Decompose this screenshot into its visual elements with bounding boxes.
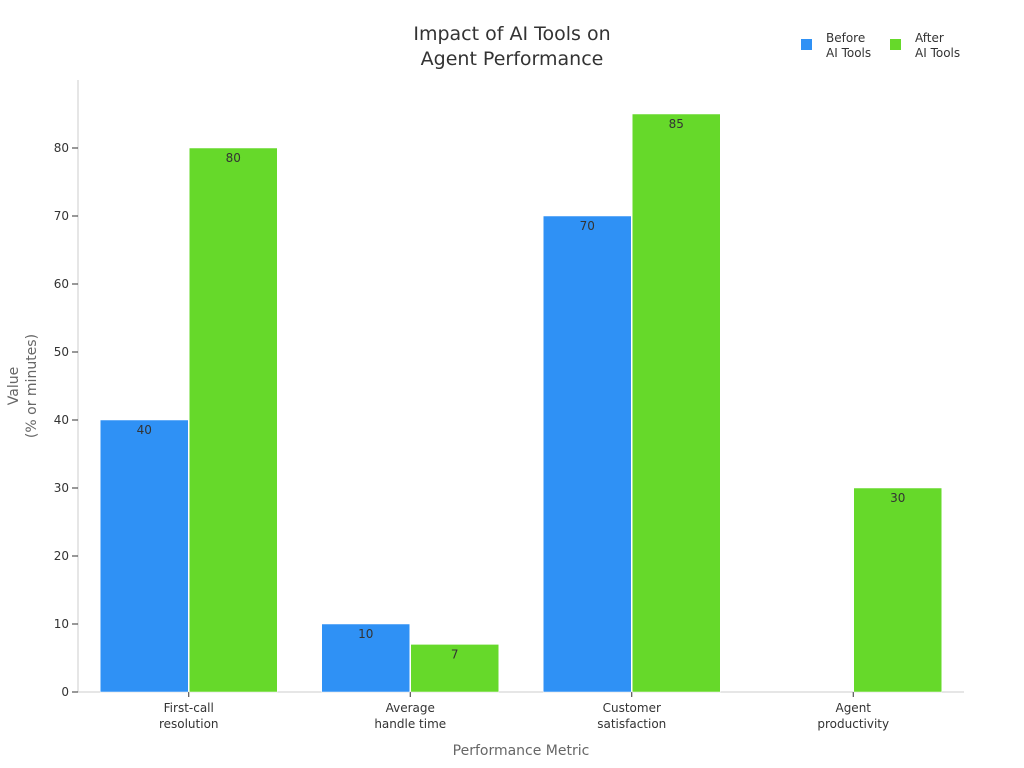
- y-tick-label: 80: [54, 141, 69, 155]
- y-tick-label: 30: [54, 481, 69, 495]
- x-tick-label: Average handle time: [374, 701, 446, 731]
- text-line: First-call: [164, 701, 214, 715]
- legend-swatch: [890, 39, 901, 50]
- text-line: Customer: [603, 701, 661, 715]
- text-line: AI Tools: [826, 46, 871, 60]
- y-tick-label: 0: [61, 685, 69, 699]
- bars: [100, 113, 942, 693]
- y-axis-title: Value (% or minutes): [6, 334, 40, 438]
- title-text: Impact of AI Tools on Agent Performance: [413, 23, 610, 70]
- bar-value-label: 30: [890, 491, 905, 505]
- legend-item: After AI Tools: [890, 31, 960, 60]
- x-tick-label: Customer satisfaction: [597, 701, 666, 731]
- x-tick-label: First-call resolution: [159, 701, 219, 731]
- bar: [853, 487, 942, 693]
- bar: [410, 644, 499, 693]
- bar-labels: 40 80 10 7 70 85 30: [137, 117, 906, 661]
- text-line: satisfaction: [597, 717, 666, 731]
- chart-title: Impact of AI Tools on Agent Performance: [413, 23, 610, 70]
- text-line: (% or minutes): [24, 334, 40, 438]
- bar-value-label: 7: [451, 647, 459, 661]
- y-tick-label: 20: [54, 549, 69, 563]
- text-line: productivity: [817, 717, 889, 731]
- legend-item: Before AI Tools: [801, 31, 871, 60]
- text-line: Agent Performance: [421, 48, 604, 70]
- text-line: handle time: [374, 717, 446, 731]
- bar-value-label: 40: [137, 423, 152, 437]
- y-tick-label: 60: [54, 277, 69, 291]
- y-tick-label: 70: [54, 209, 69, 223]
- bar: [321, 623, 410, 693]
- text-line: Before: [826, 31, 865, 45]
- x-axis: First-call resolution Average handle time Cu…: [78, 691, 964, 731]
- bar: [100, 419, 189, 693]
- bar: [189, 147, 278, 693]
- bar-value-label: 10: [358, 627, 373, 641]
- y-tick-label: 50: [54, 345, 69, 359]
- y-tick-label: 40: [54, 413, 69, 427]
- text-line: Value: [6, 367, 22, 405]
- text-line: Average: [386, 701, 435, 715]
- y-tick-label: 10: [54, 617, 69, 631]
- bar-value-label: 70: [580, 219, 595, 233]
- legend-label: Before AI Tools: [826, 31, 871, 60]
- legend-swatch: [801, 39, 812, 50]
- text-line: Agent: [835, 701, 871, 715]
- x-axis-title: Performance Metric: [453, 743, 590, 759]
- bar-value-label: 80: [226, 151, 241, 165]
- bar: [632, 113, 721, 693]
- text-line: After: [915, 31, 944, 45]
- x-tick-label: Agent productivity: [817, 701, 889, 731]
- legend-label: After AI Tools: [915, 31, 960, 60]
- bar-value-label: 85: [669, 117, 684, 131]
- y-axis: 0 10 20 30 40 50 60 70 80: [54, 80, 79, 699]
- text-line: Impact of AI Tools on: [413, 23, 610, 45]
- bar: [543, 215, 632, 693]
- text-line: AI Tools: [915, 46, 960, 60]
- text-line: resolution: [159, 717, 219, 731]
